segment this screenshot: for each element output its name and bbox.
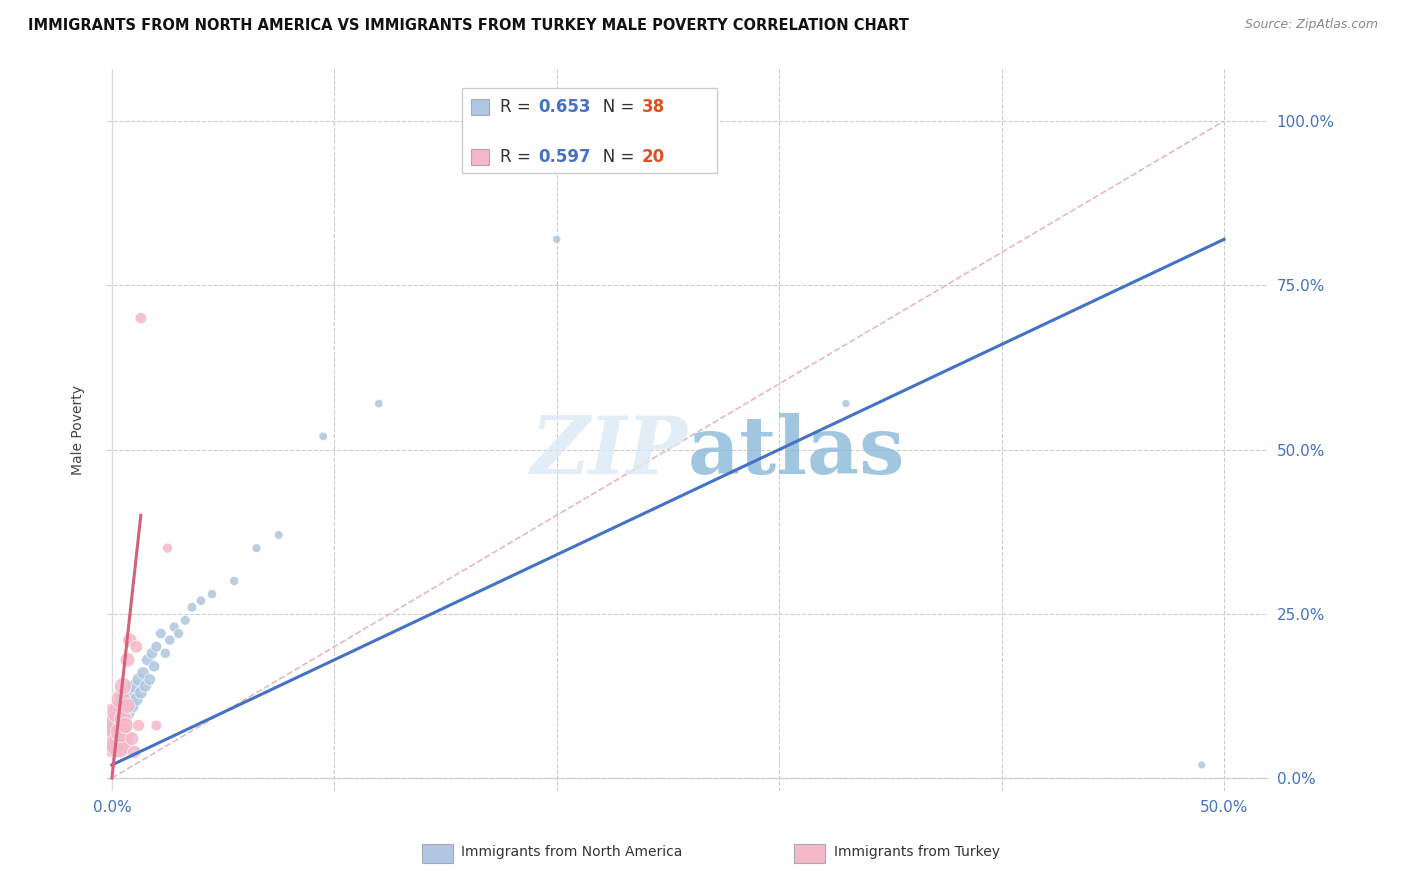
Point xyxy=(107,731,129,746)
Point xyxy=(105,718,128,732)
Point xyxy=(174,614,197,628)
Point xyxy=(267,528,290,542)
Point xyxy=(163,620,186,634)
Point xyxy=(103,731,125,746)
Point xyxy=(546,232,568,246)
Point xyxy=(129,311,152,326)
Point xyxy=(118,686,141,700)
Text: R =: R = xyxy=(501,98,536,116)
Text: N =: N = xyxy=(588,98,640,116)
Point xyxy=(105,718,128,732)
Point xyxy=(118,633,141,648)
Point xyxy=(110,706,132,720)
Point xyxy=(128,718,150,732)
Point xyxy=(110,692,132,706)
Point xyxy=(367,396,389,410)
Point xyxy=(107,738,129,752)
Point xyxy=(103,712,125,726)
Point xyxy=(245,541,267,556)
Point xyxy=(138,673,160,687)
Text: atlas: atlas xyxy=(688,413,905,491)
Y-axis label: Male Poverty: Male Poverty xyxy=(72,384,86,475)
Point xyxy=(224,574,246,588)
Text: IMMIGRANTS FROM NORTH AMERICA VS IMMIGRANTS FROM TURKEY MALE POVERTY CORRELATION: IMMIGRANTS FROM NORTH AMERICA VS IMMIGRA… xyxy=(28,18,910,33)
Point xyxy=(112,712,135,726)
Point xyxy=(141,646,163,660)
Point xyxy=(835,396,858,410)
Text: Immigrants from North America: Immigrants from North America xyxy=(461,845,682,859)
Point xyxy=(121,698,143,713)
Point xyxy=(145,640,167,654)
Point xyxy=(134,679,156,693)
Point xyxy=(143,659,166,673)
FancyBboxPatch shape xyxy=(461,88,717,173)
Point xyxy=(159,633,181,648)
Point xyxy=(110,725,132,739)
Bar xyxy=(471,149,489,165)
Text: 0.653: 0.653 xyxy=(538,98,591,116)
Text: 0.597: 0.597 xyxy=(538,148,592,166)
Point xyxy=(117,653,139,667)
Point xyxy=(128,673,150,687)
Point xyxy=(117,706,139,720)
Point xyxy=(156,541,179,556)
Text: ZIP: ZIP xyxy=(531,413,688,491)
Point xyxy=(107,706,129,720)
Point xyxy=(155,646,177,660)
Point xyxy=(132,665,155,680)
Point xyxy=(112,692,135,706)
Text: R =: R = xyxy=(501,148,536,166)
Point xyxy=(112,712,135,726)
Point xyxy=(114,718,136,732)
Point xyxy=(129,686,152,700)
Point xyxy=(122,679,145,693)
Point xyxy=(114,718,136,732)
Point xyxy=(125,640,148,654)
Text: Immigrants from Turkey: Immigrants from Turkey xyxy=(834,845,1000,859)
Text: 38: 38 xyxy=(643,98,665,116)
Point xyxy=(122,745,145,759)
Point xyxy=(149,626,172,640)
Text: 20: 20 xyxy=(643,148,665,166)
Point xyxy=(201,587,224,601)
Point xyxy=(136,653,159,667)
Point xyxy=(1191,758,1213,772)
Point xyxy=(312,429,335,443)
Text: N =: N = xyxy=(588,148,640,166)
Point xyxy=(181,600,204,615)
Point xyxy=(125,692,148,706)
Point xyxy=(145,718,167,732)
Point xyxy=(103,725,125,739)
Point xyxy=(167,626,190,640)
Bar xyxy=(471,99,489,115)
Point xyxy=(112,679,135,693)
Point xyxy=(190,593,212,607)
Text: Source: ZipAtlas.com: Source: ZipAtlas.com xyxy=(1244,18,1378,31)
Point xyxy=(117,698,139,713)
Point xyxy=(121,731,143,746)
